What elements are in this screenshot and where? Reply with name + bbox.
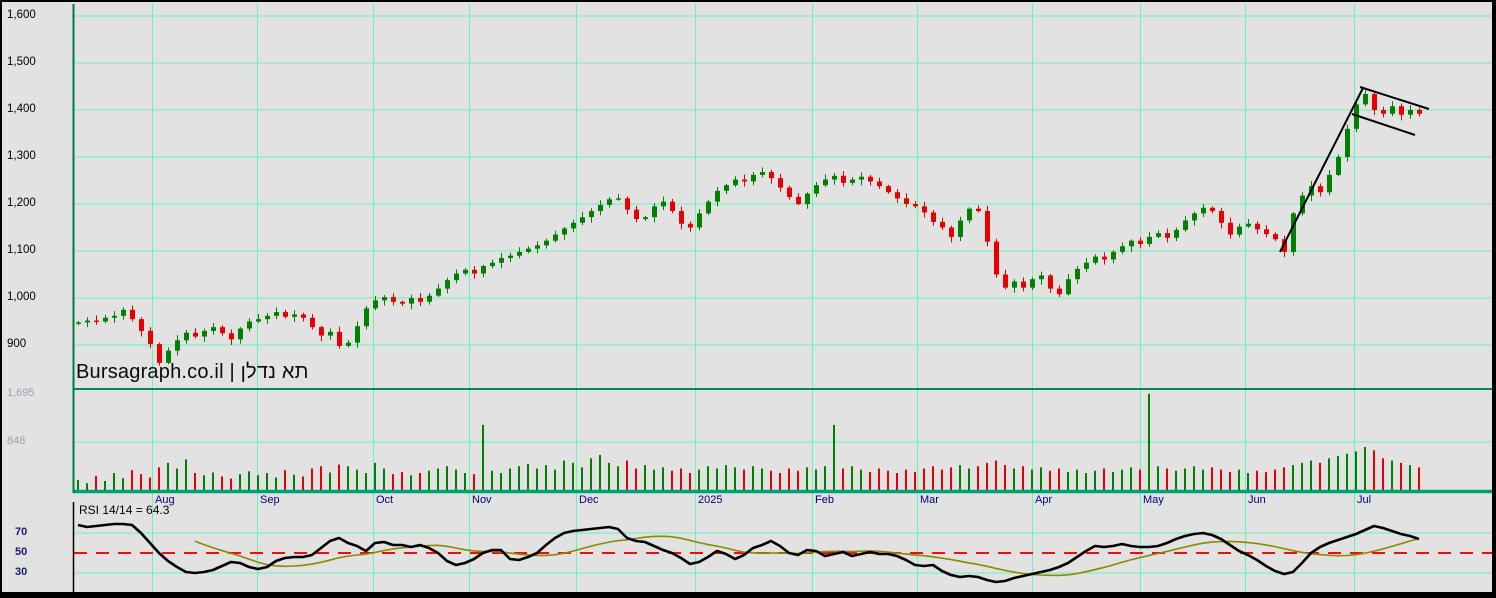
price-tick-label: 1,100 xyxy=(7,244,36,256)
month-label-jul: Jul xyxy=(1357,494,1372,506)
month-label-oct: Oct xyxy=(376,494,394,506)
month-label-may: May xyxy=(1143,494,1164,506)
month-label-feb: Feb xyxy=(815,494,834,506)
rsi-tick-label: 70 xyxy=(15,526,28,538)
price-tick-label: 900 xyxy=(7,338,27,350)
watermark-title: Bursagraph.co.il | תא נדלן xyxy=(76,361,309,383)
month-label-aug: Aug xyxy=(155,494,175,506)
rsi-tick-label: 50 xyxy=(15,546,28,558)
rsi-indicator-label: RSI 14/14 = 64.3 xyxy=(79,503,170,517)
price-tick-label: 1,000 xyxy=(7,291,36,303)
price-tick-label: 1,600 xyxy=(7,9,36,21)
volume-tick-label: 1,695 xyxy=(7,387,35,400)
month-label-jun: Jun xyxy=(1248,494,1266,506)
price-tick-label: 1,400 xyxy=(7,103,36,115)
month-label-mar: Mar xyxy=(920,494,939,506)
rsi-tick-label: 30 xyxy=(15,566,28,578)
month-label-sep: Sep xyxy=(260,494,280,506)
month-label-dec: Dec xyxy=(579,494,599,506)
price-tick-label: 1,200 xyxy=(7,197,36,209)
month-label-2025: 2025 xyxy=(698,494,723,506)
price-tick-label: 1,500 xyxy=(7,56,36,68)
month-label-apr: Apr xyxy=(1035,494,1053,506)
price-tick-label: 1,300 xyxy=(7,150,36,162)
volume-tick-label: 848 xyxy=(7,435,26,447)
month-label-nov: Nov xyxy=(472,494,492,506)
